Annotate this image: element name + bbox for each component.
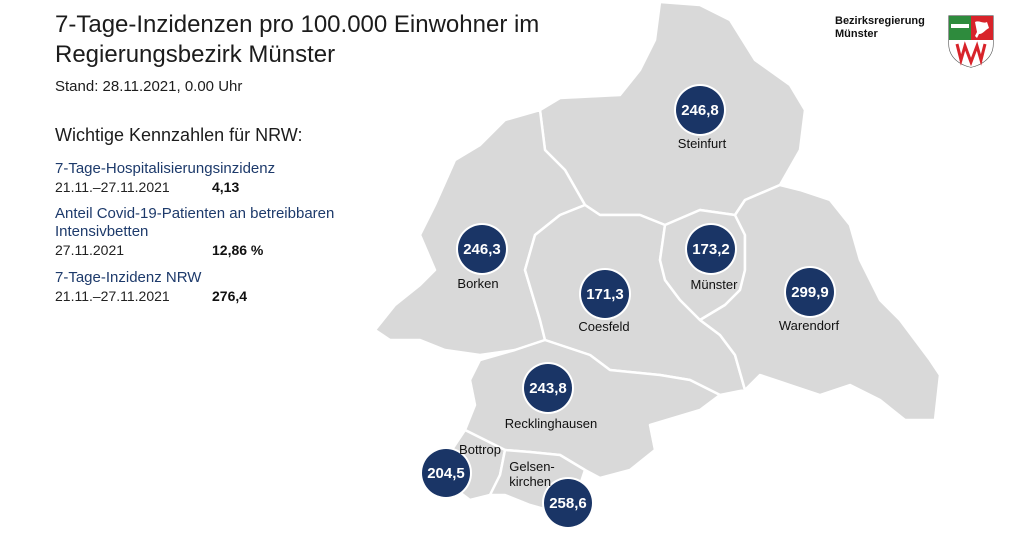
region-label-gelsenkirchen: Gelsen- kirchen <box>509 459 555 489</box>
incidence-badge-warendorf: 299,9 <box>786 268 834 316</box>
incidence-badge-steinfurt: 246,8 <box>676 86 724 134</box>
region-label-muenster: Münster <box>690 277 738 292</box>
nrw-coat-of-arms-icon <box>948 15 994 68</box>
metric-name: 7-Tage-Hospitalisierungsinzidenz <box>55 160 276 177</box>
logo-line-1: Bezirksregierung <box>835 15 925 27</box>
metric-row: 21.11.–27.11.2021 4,13 <box>55 178 355 196</box>
region-label-bottrop: Bottrop <box>459 442 501 457</box>
metric-period: 27.11.2021 <box>55 242 125 258</box>
incidence-badge-bottrop: 204,5 <box>422 449 470 497</box>
metric-row: 21.11.–27.11.2021 276,4 <box>55 287 355 305</box>
metric-row: 27.11.2021 12,86 % <box>55 241 395 259</box>
metric-inzidenz-nrw: 7-Tage-Inzidenz NRW 21.11.–27.11.2021 27… <box>55 269 355 305</box>
incidence-badge-borken: 246,3 <box>458 225 506 273</box>
stand-date: Stand: 28.11.2021, 0.00 Uhr <box>55 78 243 95</box>
metric-value: 276,4 <box>212 288 248 304</box>
region-label-coesfeld: Coesfeld <box>578 319 630 334</box>
logo-line-2: Münster <box>835 28 878 40</box>
metric-value: 12,86 % <box>212 242 264 258</box>
region-label-steinfurt: Steinfurt <box>677 136 727 151</box>
incidence-badge-recklinghausen: 243,8 <box>524 364 572 412</box>
metric-name: 7-Tage-Inzidenz NRW <box>55 269 202 286</box>
incidence-badge-gelsenkirchen: 258,6 <box>544 479 592 527</box>
metric-hospitalisierung: 7-Tage-Hospitalisierungsinzidenz 21.11.–… <box>55 160 355 196</box>
kennzahlen-heading: Wichtige Kennzahlen für NRW: <box>55 125 303 145</box>
metric-period: 21.11.–27.11.2021 <box>55 288 170 304</box>
authority-logo-text: Bezirksregierung Münster <box>835 15 925 41</box>
metric-intensivbetten: Anteil Covid-19-Patienten an betreibbare… <box>55 205 395 259</box>
page-title: 7-Tage-Inzidenzen pro 100.000 Einwohner … <box>55 11 540 68</box>
region-label-warendorf: Warendorf <box>778 318 840 333</box>
metric-name: Anteil Covid-19-Patienten an betreibbare… <box>55 205 335 240</box>
incidence-badge-coesfeld: 171,3 <box>581 270 629 318</box>
region-label-recklinghausen: Recklinghausen <box>504 416 598 431</box>
metric-value: 4,13 <box>212 179 240 195</box>
region-label-borken: Borken <box>457 276 499 291</box>
incidence-badge-muenster: 173,2 <box>687 225 735 273</box>
metric-period: 21.11.–27.11.2021 <box>55 179 170 195</box>
